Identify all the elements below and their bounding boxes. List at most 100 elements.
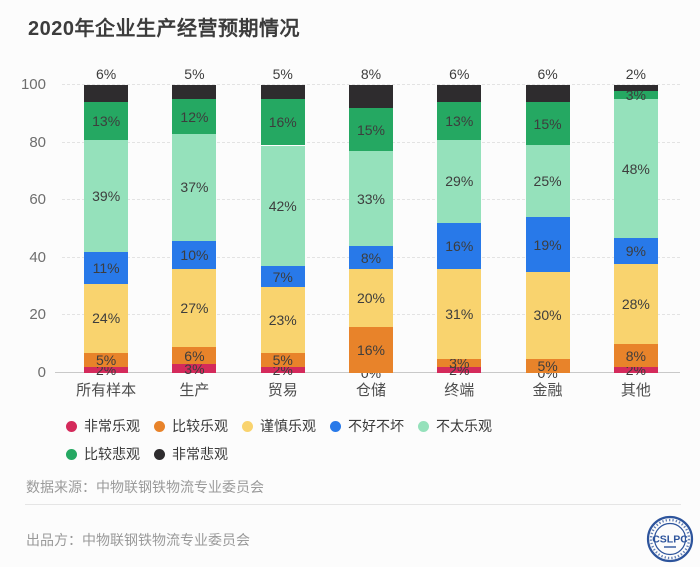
segment-value-label: 9% (625, 242, 646, 259)
segment-非常悲观 (172, 85, 217, 100)
legend-marker-icon (66, 448, 77, 460)
segment-value-label: 6% (184, 347, 205, 364)
segment-value-label: 23% (268, 311, 297, 328)
segment-非常悲观 (84, 85, 129, 103)
segment-比较悲观: 15% (525, 102, 570, 146)
legend-marker-icon (66, 420, 77, 432)
segment-比较乐观: 5% (260, 352, 305, 369)
legend-label: 比较乐观 (172, 418, 228, 434)
segment-比较悲观: 3% (613, 87, 658, 104)
legend-marker-icon (242, 420, 253, 432)
segment-谨慎乐观: 24% (84, 283, 129, 353)
legend-item-比较悲观: 比较悲观 (66, 444, 140, 464)
legend-marker-icon (418, 420, 429, 432)
segment-value-label: 6% (96, 66, 117, 82)
segment-比较乐观: 5% (84, 352, 129, 369)
legend-marker-icon (330, 420, 341, 432)
segment-value-label: 42% (268, 197, 297, 214)
segment-value-label: 13% (445, 113, 474, 130)
segment-比较乐观: 5% (525, 357, 570, 374)
segment-不太乐观: 37% (172, 133, 217, 241)
segment-value-label: 28% (621, 295, 650, 312)
y-tick-label: 100 (20, 76, 46, 93)
segment-value-label: 10% (180, 246, 209, 263)
segment-不好不坏: 10% (172, 240, 217, 270)
legend-label: 比较悲观 (84, 446, 140, 462)
bar-金融: 0% 5% 30% 19% 25% 15% 6% (525, 67, 570, 380)
segment-value-label: 5% (272, 352, 293, 369)
segment-不好不坏: 9% (613, 237, 658, 264)
segment-不太乐观: 48% (613, 99, 658, 238)
segment-value-label: 19% (533, 236, 562, 253)
segment-value-label: 5% (537, 357, 558, 374)
segment-value-label: 3% (625, 87, 646, 104)
segment-非常乐观: 2% (84, 363, 129, 377)
y-tick-label: 40 (29, 248, 46, 266)
segment-不太乐观: 39% (84, 139, 129, 253)
y-tick-label: 20 (29, 306, 46, 324)
x-axis: 所有样本 生产 贸易 仓储 终端 金融 其他 (62, 379, 680, 401)
y-tick-label: 80 (29, 133, 46, 151)
legend-item-比较乐观: 比较乐观 (154, 416, 228, 436)
segment-比较悲观: 13% (437, 102, 482, 140)
y-axis: 0 20 40 60 80 100 (0, 76, 54, 381)
x-axis-label: 贸易 (267, 382, 298, 399)
legend-label: 不太乐观 (436, 418, 492, 434)
segment-value-label: 5% (184, 66, 205, 82)
segment-非常乐观: 2% (260, 363, 305, 377)
segment-谨慎乐观: 20% (349, 269, 393, 327)
segment-value-label: 7% (272, 268, 293, 285)
bar-所有样本: 2% 5% 24% 11% 39% 13% 6% (84, 67, 129, 377)
segment-非常乐观: 2% (613, 363, 658, 377)
legend-item-谨慎乐观: 谨慎乐观 (242, 416, 316, 436)
segment-谨慎乐观: 28% (613, 263, 658, 345)
legend-label: 非常乐观 (84, 418, 140, 434)
legend-item-非常乐观: 非常乐观 (66, 416, 140, 436)
segment-value-label: 5% (96, 352, 117, 369)
segment-比较悲观: 12% (172, 99, 217, 134)
segment-非常乐观: 3% (172, 362, 217, 376)
segment-value-label: 6% (537, 66, 558, 82)
segment-比较乐观: 16% (349, 326, 393, 373)
segment-比较悲观: 13% (84, 102, 129, 140)
segment-比较乐观: 3% (437, 356, 482, 370)
segment-value-label: 20% (356, 290, 386, 307)
segment-value-label: 2% (625, 66, 646, 82)
logo-text: CSLPC (652, 534, 688, 546)
segment-value-label: 16% (356, 341, 386, 358)
segment-value-label: 15% (356, 121, 386, 138)
segment-value-label: 37% (180, 179, 209, 196)
segment-value-label: 16% (268, 114, 297, 131)
segment-value-label: 39% (92, 187, 121, 204)
x-axis-label: 仓储 (355, 382, 386, 399)
segment-value-label: 12% (180, 108, 209, 125)
footer-divider (25, 504, 681, 505)
x-axis-label: 金融 (532, 382, 563, 399)
legend-item-不好不坏: 不好不坏 (330, 416, 404, 436)
segment-value-label: 15% (533, 115, 562, 132)
segment-不好不坏: 16% (437, 223, 482, 270)
segment-非常悲观 (260, 85, 305, 100)
segment-比较乐观: 8% (613, 344, 658, 368)
segment-value-label: 5% (272, 66, 293, 82)
segment-value-label: 8% (360, 249, 382, 266)
bar-终端: 2% 3% 31% 16% 29% 13% 6% (437, 67, 482, 377)
bar-生产: 3% 6% 27% 10% 37% 12% 5% (172, 67, 217, 376)
legend-label: 谨慎乐观 (260, 418, 316, 434)
y-tick-label: 0 (37, 364, 46, 381)
segment-谨慎乐观: 30% (525, 272, 570, 359)
segment-不好不坏: 7% (260, 266, 305, 287)
legend-item-不太乐观: 不太乐观 (418, 416, 492, 436)
segment-非常悲观 (349, 85, 393, 109)
segment-value-label: 48% (621, 160, 650, 177)
segment-不好不坏: 8% (349, 246, 393, 270)
bar-仓储: 0% 16% 20% 8% 33% 15% 8% (349, 67, 393, 380)
gridline (62, 84, 680, 85)
legend-label: 非常悲观 (172, 446, 228, 462)
legend-marker-icon (154, 448, 165, 460)
legend-label: 不好不坏 (348, 418, 404, 434)
segment-value-label: 25% (533, 173, 562, 190)
segment-value-label: 29% (445, 173, 474, 190)
y-tick-label: 60 (29, 191, 46, 209)
x-axis-label: 生产 (179, 382, 210, 399)
